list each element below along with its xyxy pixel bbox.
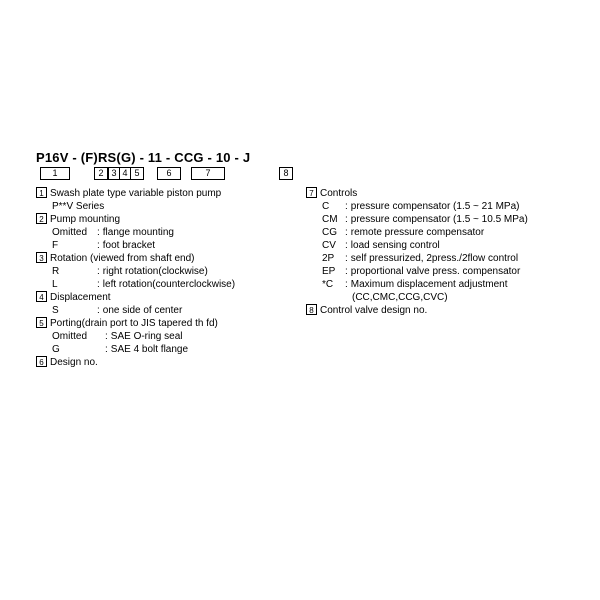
legend-label: Pump mounting — [50, 213, 120, 226]
legend-number-box: 6 — [36, 356, 47, 367]
legend-label: Porting(drain port to JIS tapered th fd) — [50, 317, 218, 330]
legend-code: C — [322, 200, 342, 213]
key-box-5: 5 — [130, 167, 144, 180]
legend-colon: : — [94, 278, 103, 291]
legend-col-right: 7ControlsC:pressure compensator (1.5 ~ 2… — [306, 187, 576, 369]
legend-desc: pressure compensator (1.5 ~ 21 MPa) — [351, 200, 576, 213]
legend-code: 2P — [322, 252, 342, 265]
legend-colon: : — [102, 330, 111, 343]
legend-sub: CG:remote pressure compensator — [306, 226, 576, 239]
legend-code: F — [52, 239, 94, 252]
legend-colon: : — [94, 226, 103, 239]
legend-code: S — [52, 304, 94, 317]
legend-entry-4: 4Displacement — [36, 291, 296, 304]
legend-desc: SAE 4 bolt flange — [111, 343, 296, 356]
key-box-2: 2 — [94, 167, 108, 180]
legend-number-box: 2 — [36, 213, 47, 224]
legend-sub: R:right rotation(clockwise) — [36, 265, 296, 278]
legend-sub: C:pressure compensator (1.5 ~ 21 MPa) — [306, 200, 576, 213]
legend-label: Controls — [320, 187, 357, 200]
legend-sub: S:one side of center — [36, 304, 296, 317]
legend-code: CG — [322, 226, 342, 239]
legend-colon: : — [342, 200, 351, 213]
legend-label: Design no. — [50, 356, 98, 369]
legend-colon: : — [94, 239, 103, 252]
legend-entry-7: 7Controls — [306, 187, 576, 200]
legend-entry-6: 6Design no. — [36, 356, 296, 369]
legend-code: CM — [322, 213, 342, 226]
legend-code: EP — [322, 265, 342, 278]
legend-code: Omitted — [52, 330, 102, 343]
legend-col-left: 1Swash plate type variable piston pumpP*… — [36, 187, 296, 369]
legend-sub: G:SAE 4 bolt flange — [36, 343, 296, 356]
legend-entry-5: 5Porting(drain port to JIS tapered th fd… — [36, 317, 296, 330]
legend-desc: foot bracket — [103, 239, 296, 252]
legend-desc: left rotation(counterclockwise) — [103, 278, 296, 291]
page: P16V - (F)RS(G) - 11 - CCG - 10 - J 1 2 3 4… — [0, 0, 600, 600]
key-box-1: 1 — [40, 167, 70, 180]
legend-sub: CM:pressure compensator (1.5 ~ 10.5 MPa) — [306, 213, 576, 226]
key-boxes-row: 12345678 — [36, 167, 580, 181]
legend-number-box: 5 — [36, 317, 47, 328]
legend-entry-8: 8Control valve design no. — [306, 304, 576, 317]
legend-number-box: 4 — [36, 291, 47, 302]
legend-number-box: 7 — [306, 187, 317, 198]
legend-sub: *C:Maximum displacement adjustment — [306, 278, 576, 291]
legend-code: CV — [322, 239, 342, 252]
key-box-7: 7 — [191, 167, 225, 180]
legend-entry-2: 2Pump mounting — [36, 213, 296, 226]
legend-code: R — [52, 265, 94, 278]
legend-sub: L:left rotation(counterclockwise) — [36, 278, 296, 291]
legend-desc: load sensing control — [351, 239, 576, 252]
model-code: P16V - (F)RS(G) - 11 - CCG - 10 - J — [36, 150, 580, 165]
legend-desc: proportional valve press. compensator — [351, 265, 576, 278]
legend-tail: (CC,CMC,CCG,CVC) — [306, 291, 576, 304]
legend-colon: : — [342, 213, 351, 226]
legend-sub: Omitted:flange mounting — [36, 226, 296, 239]
legend-entry-3: 3Rotation (viewed from shaft end) — [36, 252, 296, 265]
legend-desc: one side of center — [103, 304, 296, 317]
legend-sub: F:foot bracket — [36, 239, 296, 252]
legend-desc: pressure compensator (1.5 ~ 10.5 MPa) — [351, 213, 576, 226]
legend-desc: SAE O-ring seal — [111, 330, 296, 343]
legend-desc: flange mounting — [103, 226, 296, 239]
legend-sub: CV:load sensing control — [306, 239, 576, 252]
key-box-6: 6 — [157, 167, 181, 180]
legend-colon: : — [342, 265, 351, 278]
legend-number-box: 8 — [306, 304, 317, 315]
legend-label: Rotation (viewed from shaft end) — [50, 252, 195, 265]
legend-label: Displacement — [50, 291, 111, 304]
legend-sub: EP:proportional valve press. compensator — [306, 265, 576, 278]
legend-colon: : — [102, 343, 111, 356]
legend-extra: P**V Series — [36, 200, 296, 213]
legend-colon: : — [342, 239, 351, 252]
legend-number-box: 3 — [36, 252, 47, 263]
legend-columns: 1Swash plate type variable piston pumpP*… — [36, 187, 580, 369]
legend-code: Omitted — [52, 226, 94, 239]
legend-code: G — [52, 343, 102, 356]
legend-colon: : — [94, 265, 103, 278]
legend-colon: : — [342, 226, 351, 239]
legend-sub: Omitted:SAE O-ring seal — [36, 330, 296, 343]
legend-desc: Maximum displacement adjustment — [351, 278, 576, 291]
legend-desc: remote pressure compensator — [351, 226, 576, 239]
legend-entry-1: 1Swash plate type variable piston pump — [36, 187, 296, 200]
legend-colon: : — [94, 304, 103, 317]
legend-desc: right rotation(clockwise) — [103, 265, 296, 278]
legend-code: *C — [322, 278, 342, 291]
legend-code: L — [52, 278, 94, 291]
legend-label: Swash plate type variable piston pump — [50, 187, 221, 200]
legend-sub: 2P:self pressurized, 2press./2flow contr… — [306, 252, 576, 265]
legend-number-box: 1 — [36, 187, 47, 198]
key-box-8: 8 — [279, 167, 293, 180]
legend-label: Control valve design no. — [320, 304, 427, 317]
legend-desc: self pressurized, 2press./2flow control — [351, 252, 576, 265]
legend-colon: : — [342, 278, 351, 291]
legend-colon: : — [342, 252, 351, 265]
